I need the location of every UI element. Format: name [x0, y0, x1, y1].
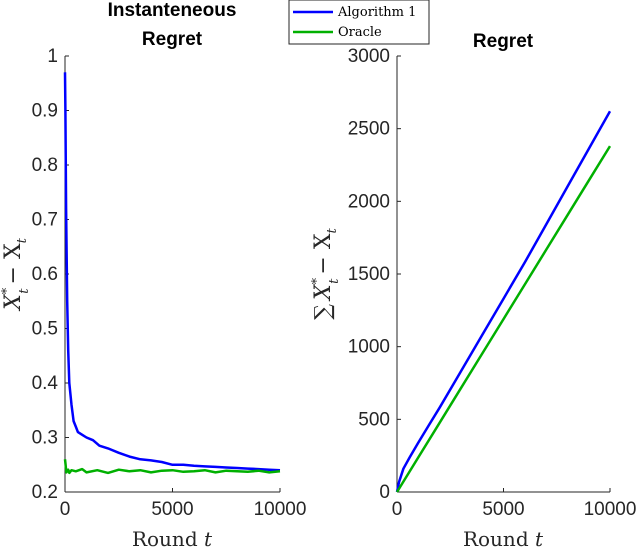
left-x-axis-label: Round t [132, 527, 213, 547]
left-title-line-2: Regret [142, 29, 203, 50]
y-tick-label: 2500 [348, 119, 390, 140]
x-tick-label: 0 [60, 499, 71, 520]
y-tick-label: 1000 [348, 337, 390, 358]
y-tick-label: 0.9 [32, 101, 58, 122]
x-tick-label: 5000 [482, 499, 524, 520]
y-tick-label: 1500 [348, 264, 390, 285]
y-tick-label: 1 [47, 46, 58, 67]
y-tick-label: 0.5 [32, 319, 58, 340]
right-y-axis-label: ∑X* t− Xt [310, 228, 342, 320]
y-tick-label: 0 [379, 482, 390, 503]
instantaneous-regret-panel: Instanteneous Regret 0.20.30.40.50.60.70… [0, 0, 306, 547]
y-tick-label: 2000 [348, 191, 390, 212]
right-series [395, 110, 612, 493]
legend-label-oracle: Oracle [338, 25, 382, 40]
left-series [63, 72, 281, 475]
y-tick-label: 0.3 [32, 428, 58, 449]
x-tick-label: 10000 [584, 499, 637, 520]
regret-panel: Regret 0 500 1000 1500 2000 2500 3000 0 5000 1000… [310, 31, 636, 547]
legend-box [288, 0, 430, 45]
x-tick-label: 10000 [254, 499, 307, 520]
x-tick-label: 5000 [151, 499, 193, 520]
right-ticks: 0 500 1000 1500 2000 2500 3000 0 5000 10000 [348, 46, 637, 520]
right-x-axis-label: Round t [463, 527, 544, 547]
y-tick-label: 500 [358, 409, 390, 430]
legend-label-algorithm-1: Algorithm 1 [337, 5, 416, 20]
y-tick-label: 3000 [348, 46, 390, 67]
y-tick-label: 0.7 [32, 210, 58, 231]
right-title: Regret [473, 31, 534, 52]
series-line-algorithm-1 [395, 110, 612, 493]
y-tick-label: 0.8 [32, 155, 58, 176]
y-tick-label: 0.6 [32, 264, 58, 285]
y-tick-label: 0.4 [32, 373, 59, 394]
series-line-oracle [63, 459, 281, 475]
y-tick-label: 0.2 [32, 482, 58, 503]
x-tick-label: 0 [392, 499, 403, 520]
series-line-oracle [395, 145, 612, 493]
left-ticks: 0.2 0.3 0.4 0.5 0.6 0.7 0.8 0.9 1 0 5000 10000 [32, 46, 307, 520]
legend: Algorithm 1 Oracle [288, 0, 430, 45]
left-title-line-1: Instanteneous [108, 0, 237, 21]
left-axes [64, 56, 280, 493]
series-line-algorithm-1 [63, 72, 281, 472]
left-y-axis-label: X* t− Xt [0, 237, 32, 312]
